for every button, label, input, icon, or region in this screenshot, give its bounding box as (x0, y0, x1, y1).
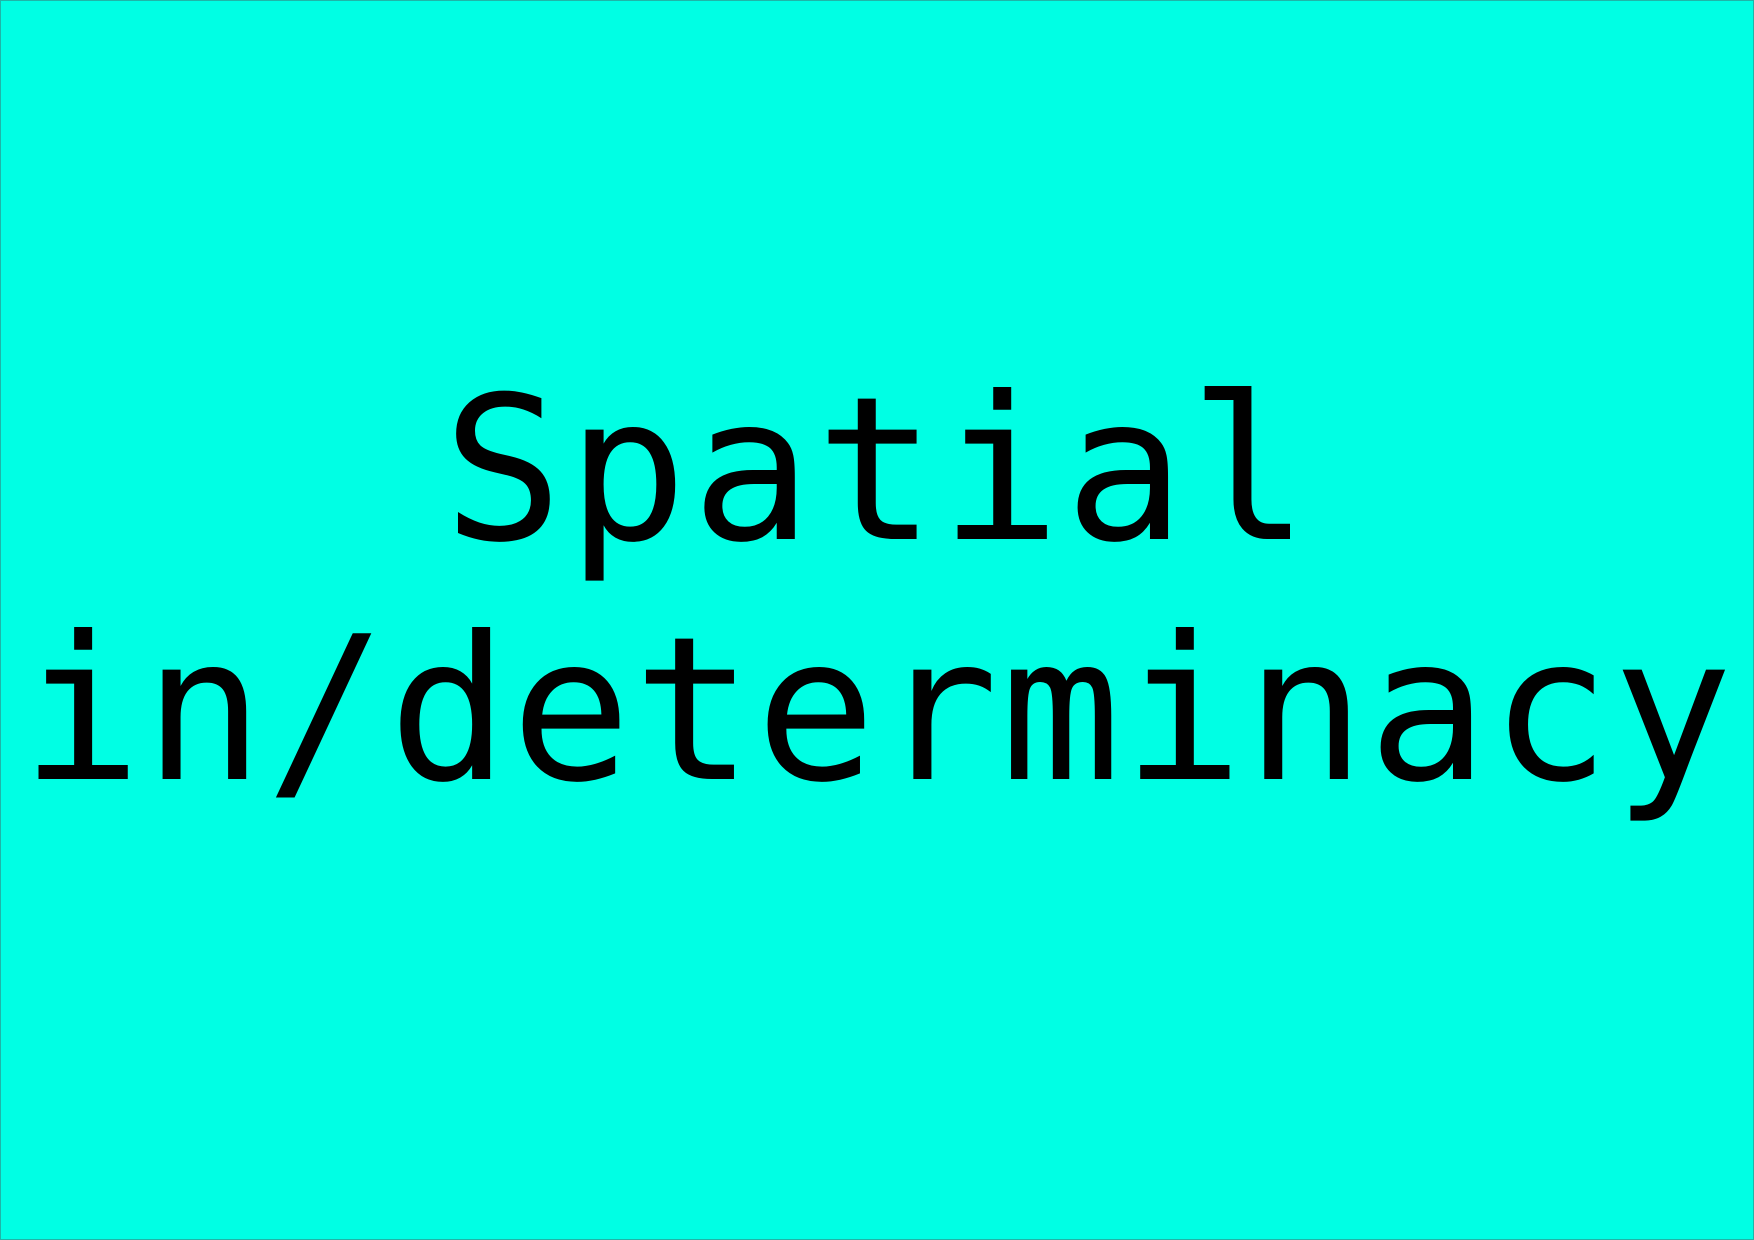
title-line-2: in/determinacy (21, 594, 1735, 827)
slide-title: Spatial in/determinacy (1, 351, 1754, 831)
title-line-1: Spatial (442, 354, 1314, 587)
